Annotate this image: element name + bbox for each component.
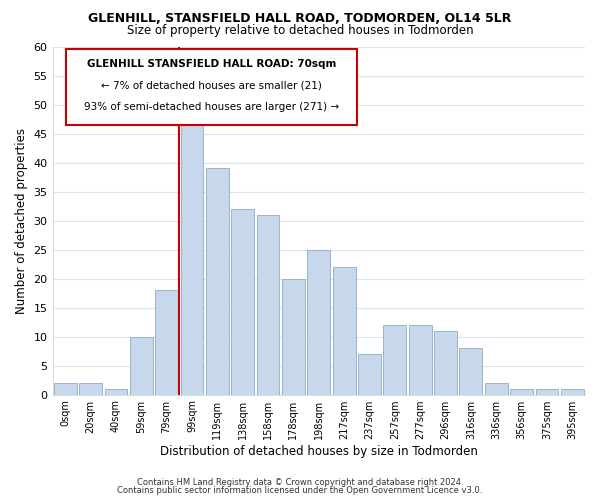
Bar	[104, 389, 127, 394]
Bar	[358, 354, 381, 395]
Bar	[409, 325, 431, 394]
Bar	[79, 383, 102, 394]
Bar	[460, 348, 482, 395]
Text: Size of property relative to detached houses in Todmorden: Size of property relative to detached ho…	[127, 24, 473, 37]
Text: GLENHILL, STANSFIELD HALL ROAD, TODMORDEN, OL14 5LR: GLENHILL, STANSFIELD HALL ROAD, TODMORDE…	[88, 12, 512, 26]
X-axis label: Distribution of detached houses by size in Todmorden: Distribution of detached houses by size …	[160, 444, 478, 458]
Text: 93% of semi-detached houses are larger (271) →: 93% of semi-detached houses are larger (…	[84, 102, 339, 112]
Text: Contains public sector information licensed under the Open Government Licence v3: Contains public sector information licen…	[118, 486, 482, 495]
Bar	[206, 168, 229, 394]
Bar	[257, 214, 280, 394]
Bar	[282, 278, 305, 394]
Bar	[383, 325, 406, 394]
Bar	[434, 331, 457, 394]
Bar	[333, 267, 356, 394]
Bar	[181, 104, 203, 395]
Bar	[307, 250, 330, 394]
Bar	[485, 383, 508, 394]
Text: ← 7% of detached houses are smaller (21): ← 7% of detached houses are smaller (21)	[101, 80, 322, 90]
FancyBboxPatch shape	[67, 50, 357, 125]
Bar	[155, 290, 178, 395]
Y-axis label: Number of detached properties: Number of detached properties	[15, 128, 28, 314]
Text: GLENHILL STANSFIELD HALL ROAD: 70sqm: GLENHILL STANSFIELD HALL ROAD: 70sqm	[87, 60, 337, 70]
Text: Contains HM Land Registry data © Crown copyright and database right 2024.: Contains HM Land Registry data © Crown c…	[137, 478, 463, 487]
Bar	[231, 209, 254, 394]
Bar	[54, 383, 77, 394]
Bar	[536, 389, 559, 394]
Bar	[510, 389, 533, 394]
Bar	[130, 336, 152, 394]
Bar	[561, 389, 584, 394]
